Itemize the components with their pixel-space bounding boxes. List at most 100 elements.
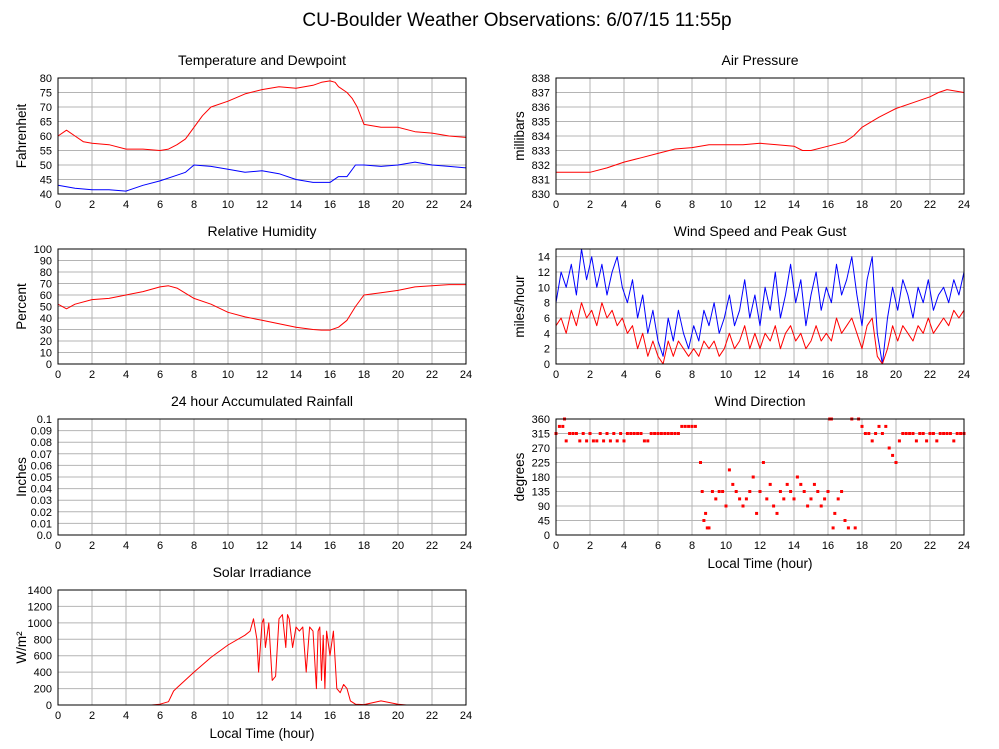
chart-title: Temperature and Dewpoint [178,52,346,68]
x-tick-label: 18 [358,369,370,381]
x-tick-label: 10 [720,540,732,552]
x-tick-label: 8 [191,199,197,211]
y-tick-label: 0.02 [31,507,52,519]
data-point [591,439,595,443]
data-point [666,432,670,435]
data-point [714,497,718,501]
y-tick-label: 836 [532,102,550,114]
data-point [632,432,636,435]
x-tick-label: 0 [553,199,559,211]
grid [57,248,467,365]
data-point [721,490,725,493]
y-tick-label: 40 [40,189,52,201]
chart-title: Wind Speed and Peak Gust [674,223,847,239]
x-tick-label: 24 [958,540,970,552]
data-point [585,439,589,443]
grid [555,77,965,195]
plot-frame [57,248,467,365]
data-point [734,490,738,493]
x-tick-label: 10 [222,540,234,552]
y-tick-label: 800 [34,634,52,646]
data-point [676,432,680,435]
x-tick-label: 8 [191,369,197,381]
data-point [619,432,623,435]
data-point [789,490,793,493]
x-tick-label: 20 [392,540,404,552]
data-point [897,439,901,443]
chart-title: Air Pressure [721,52,798,68]
y-tick-label: 0.09 [31,426,52,438]
data-point [874,432,878,435]
x-tick-label: 14 [788,199,800,211]
data-point [653,432,657,435]
grid [555,418,965,536]
x-tick-label: 4 [123,369,129,381]
x-tick-label: 22 [426,369,438,381]
data-point [831,526,835,530]
data-point [925,439,929,443]
x-tick-label: 22 [924,199,936,211]
y-tick-label: 55 [40,146,52,158]
series-line-1 [555,302,965,365]
data-point [608,439,612,443]
y-tick-label: 80 [40,267,52,279]
y-tick-label: 80 [40,73,52,85]
y-tick-label: 4 [544,328,550,340]
data-point [724,504,728,508]
x-tick-label: 4 [123,540,129,552]
data-point [700,490,704,493]
data-point [755,511,759,515]
y-tick-label: 70 [40,102,52,114]
plot-frame [57,77,467,195]
data-point [612,432,616,435]
x-tick-label: 2 [89,540,95,552]
y-tick-label: 8 [544,298,550,310]
data-point [571,432,575,435]
data-point [785,482,789,486]
data-point [938,432,942,435]
data-point [806,504,810,508]
data-point [921,432,925,435]
x-tick-label: 0 [553,540,559,552]
data-point [687,424,691,428]
x-tick-label: 16 [324,369,336,381]
x-tick-label: 10 [720,199,732,211]
data-point [823,497,827,501]
y-tick-label: 20 [40,336,52,348]
y-tick-label: 1400 [28,585,52,597]
chart-title: 24 hour Accumulated Rainfall [171,393,353,409]
y-tick-label: 30 [40,325,52,337]
x-tick-label: 18 [856,369,868,381]
data-point [816,490,820,493]
data-point [649,432,653,435]
x-tick-label: 24 [460,199,472,211]
data-point [707,526,711,530]
y-tick-label: 0 [46,700,52,712]
data-point [884,424,888,428]
grid [555,249,965,365]
x-tick-label: 12 [754,369,766,381]
data-point [744,497,748,501]
data-point [639,432,643,435]
data-point [705,526,709,530]
x-tick-label: 14 [290,199,302,211]
data-point [690,424,694,428]
data-point [959,432,963,435]
y-tick-label: 60 [40,131,52,143]
data-point [901,432,905,435]
x-tick-label: 20 [890,540,902,552]
x-tick-label: 0 [55,369,61,381]
data-point [598,432,602,435]
x-tick-label: 24 [460,369,472,381]
data-point [615,439,619,443]
x-tick-label: 24 [460,710,472,722]
y-tick-label: 50 [40,302,52,314]
data-point [557,424,561,428]
x-tick-label: 2 [89,710,95,722]
data-point [702,519,706,522]
data-point [642,439,646,443]
